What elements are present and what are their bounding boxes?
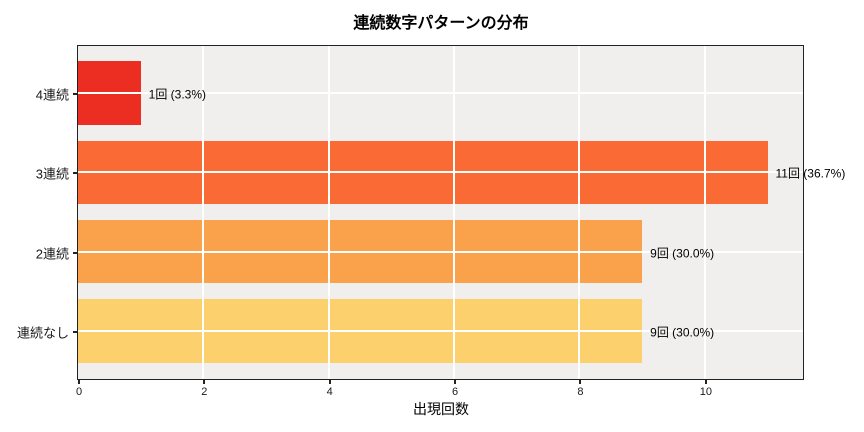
x-tick-label: 0 [75, 386, 83, 398]
plot-inner [78, 46, 803, 379]
y-tick-label: 2連続 [35, 246, 69, 262]
y-tick-label: 4連続 [35, 87, 69, 103]
h-gridline [78, 250, 803, 253]
y-tick-mark [73, 92, 77, 95]
v-gridline [578, 46, 581, 379]
x-axis-label: 出現回数 [413, 401, 469, 417]
y-tick-mark [73, 172, 77, 175]
x-tick-mark [704, 380, 707, 384]
x-tick-label: 2 [201, 386, 208, 398]
bar-value-label: 9回 (30.0%) [650, 325, 715, 340]
h-gridline [78, 91, 803, 94]
bar-value-label: 1回 (3.3%) [148, 87, 207, 102]
x-tick-mark [454, 380, 457, 384]
v-gridline [703, 46, 706, 379]
bar-value-label: 9回 (30.0%) [650, 246, 715, 261]
v-gridline [453, 46, 456, 379]
h-gridline [78, 330, 803, 333]
v-gridline [202, 46, 205, 379]
x-tick-mark [328, 380, 331, 384]
y-tick-mark [73, 331, 77, 334]
x-tick-mark [203, 380, 206, 384]
plot-area [77, 45, 804, 380]
x-tick-label: 8 [577, 386, 584, 398]
chart-title: 連続数字パターンの分布 [353, 15, 529, 32]
x-tick-mark [579, 380, 582, 384]
y-tick-label: 3連続 [35, 166, 69, 182]
x-tick-label: 6 [452, 386, 459, 398]
x-tick-label: 10 [699, 386, 712, 398]
y-tick-mark [73, 251, 77, 254]
bar-value-label: 11回 (36.7%) [775, 166, 846, 181]
x-tick-mark [78, 380, 80, 384]
h-gridline [78, 171, 803, 174]
v-gridline [327, 46, 330, 379]
y-tick-label: 連続なし [16, 325, 69, 341]
x-tick-label: 4 [326, 386, 333, 398]
